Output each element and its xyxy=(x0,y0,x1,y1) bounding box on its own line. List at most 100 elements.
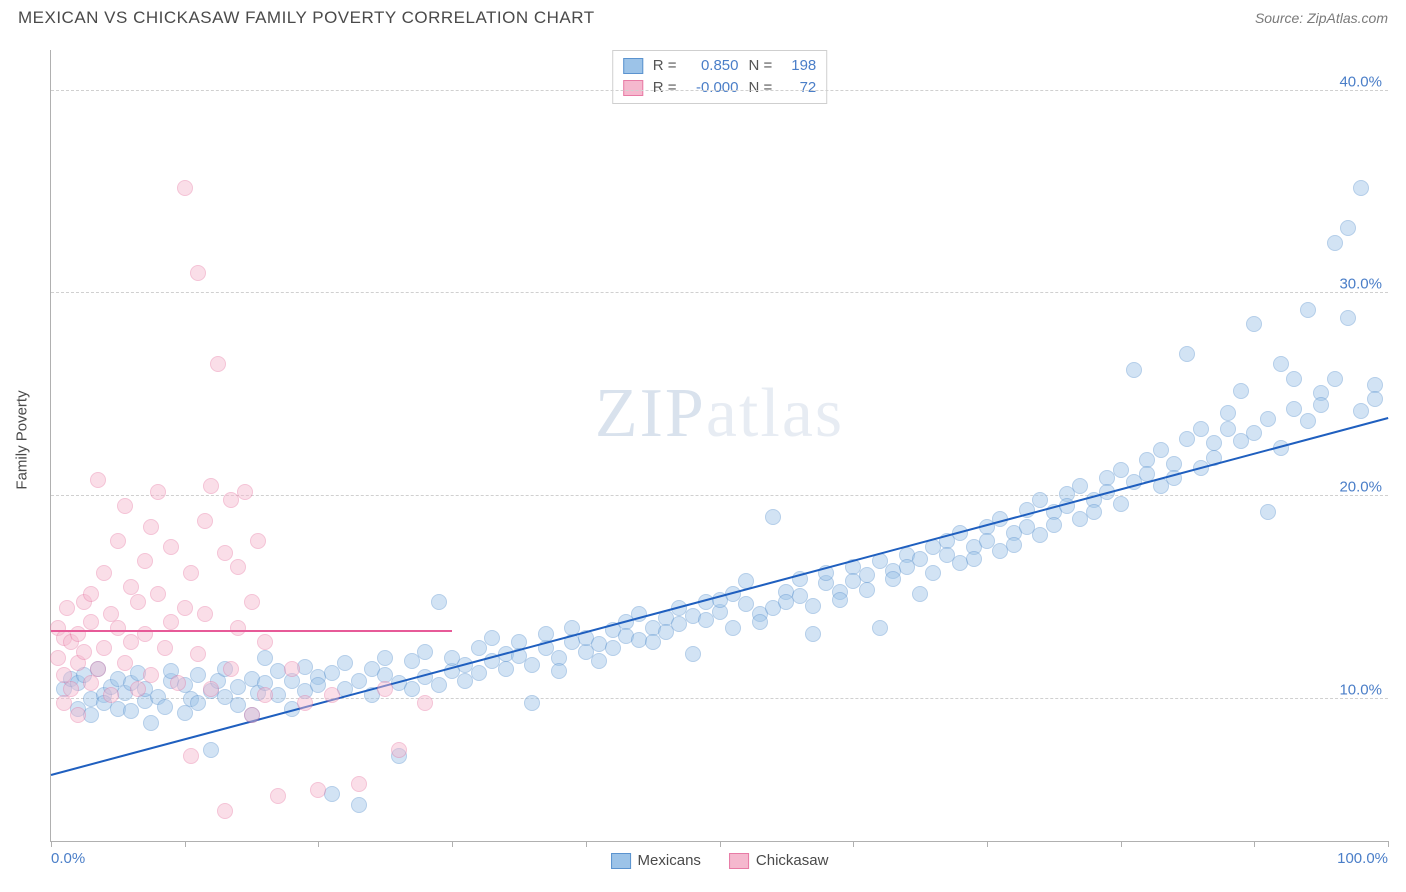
data-point xyxy=(96,640,112,656)
data-point xyxy=(351,797,367,813)
data-point xyxy=(1300,302,1316,318)
x-tick xyxy=(1254,841,1255,847)
scatter-plot-area: ZIPatlas R = 0.850 N = 198 R = -0.000 N … xyxy=(50,50,1388,842)
x-tick xyxy=(185,841,186,847)
data-point xyxy=(859,582,875,598)
gridline xyxy=(51,90,1388,91)
data-point xyxy=(143,519,159,535)
trend-line xyxy=(51,630,452,632)
data-point xyxy=(110,533,126,549)
data-point xyxy=(591,653,607,669)
chart-title: MEXICAN VS CHICKASAW FAMILY POVERTY CORR… xyxy=(18,8,595,28)
data-point xyxy=(190,265,206,281)
data-point xyxy=(404,681,420,697)
swatch-mexicans xyxy=(611,853,631,869)
data-point xyxy=(805,626,821,642)
data-point xyxy=(310,782,326,798)
r-label: R = xyxy=(653,77,677,99)
data-point xyxy=(1340,310,1356,326)
x-tick xyxy=(720,841,721,847)
r-label: R = xyxy=(653,55,677,77)
data-point xyxy=(377,681,393,697)
data-point xyxy=(1286,401,1302,417)
watermark-zip: ZIP xyxy=(595,375,706,452)
data-point xyxy=(1220,421,1236,437)
data-point xyxy=(1273,356,1289,372)
data-point xyxy=(1313,397,1329,413)
data-point xyxy=(270,788,286,804)
chart-header: MEXICAN VS CHICKASAW FAMILY POVERTY CORR… xyxy=(0,0,1406,32)
x-tick xyxy=(1121,841,1122,847)
data-point xyxy=(471,640,487,656)
data-point xyxy=(90,661,106,677)
data-point xyxy=(872,620,888,636)
data-point xyxy=(130,594,146,610)
data-point xyxy=(1179,346,1195,362)
x-tick xyxy=(586,841,587,847)
data-point xyxy=(143,667,159,683)
data-point xyxy=(197,606,213,622)
data-point xyxy=(471,665,487,681)
data-point xyxy=(484,630,500,646)
data-point xyxy=(150,586,166,602)
data-point xyxy=(1086,504,1102,520)
y-tick-label: 20.0% xyxy=(1339,479,1382,496)
swatch-mexicans xyxy=(623,58,643,74)
data-point xyxy=(177,600,193,616)
data-point xyxy=(203,681,219,697)
data-point xyxy=(551,663,567,679)
x-tick-label: 0.0% xyxy=(51,850,85,867)
data-point xyxy=(605,640,621,656)
data-point xyxy=(117,498,133,514)
legend-label-chickasaw: Chickasaw xyxy=(756,852,829,869)
data-point xyxy=(123,703,139,719)
data-point xyxy=(210,356,226,372)
data-point xyxy=(1246,425,1262,441)
data-point xyxy=(1327,371,1343,387)
data-point xyxy=(1260,504,1276,520)
data-point xyxy=(297,695,313,711)
n-value-chickasaw: 72 xyxy=(782,77,816,99)
data-point xyxy=(130,681,146,697)
y-axis-label: Family Poverty xyxy=(14,390,31,489)
data-point xyxy=(230,559,246,575)
data-point xyxy=(217,803,233,819)
data-point xyxy=(63,681,79,697)
data-point xyxy=(257,634,273,650)
data-point xyxy=(1072,478,1088,494)
data-point xyxy=(685,646,701,662)
data-point xyxy=(284,661,300,677)
data-point xyxy=(431,677,447,693)
data-point xyxy=(190,695,206,711)
data-point xyxy=(885,571,901,587)
data-point xyxy=(76,644,92,660)
data-point xyxy=(50,650,66,666)
swatch-chickasaw xyxy=(623,80,643,96)
data-point xyxy=(391,742,407,758)
data-point xyxy=(1113,496,1129,512)
y-tick-label: 10.0% xyxy=(1339,682,1382,699)
data-point xyxy=(324,665,340,681)
data-point xyxy=(197,513,213,529)
data-point xyxy=(1032,492,1048,508)
data-point xyxy=(203,478,219,494)
data-point xyxy=(137,626,153,642)
data-point xyxy=(244,707,260,723)
data-point xyxy=(805,598,821,614)
data-point xyxy=(150,484,166,500)
data-point xyxy=(1113,462,1129,478)
legend-item-mexicans: Mexicans xyxy=(611,852,701,869)
data-point xyxy=(190,646,206,662)
data-point xyxy=(1032,527,1048,543)
n-value-mexicans: 198 xyxy=(782,55,816,77)
data-point xyxy=(725,620,741,636)
data-point xyxy=(1286,371,1302,387)
x-tick xyxy=(51,841,52,847)
data-point xyxy=(103,687,119,703)
legend-label-mexicans: Mexicans xyxy=(638,852,701,869)
data-point xyxy=(1153,442,1169,458)
x-tick xyxy=(452,841,453,847)
data-point xyxy=(217,545,233,561)
data-point xyxy=(83,675,99,691)
series-legend: Mexicans Chickasaw xyxy=(611,852,829,869)
